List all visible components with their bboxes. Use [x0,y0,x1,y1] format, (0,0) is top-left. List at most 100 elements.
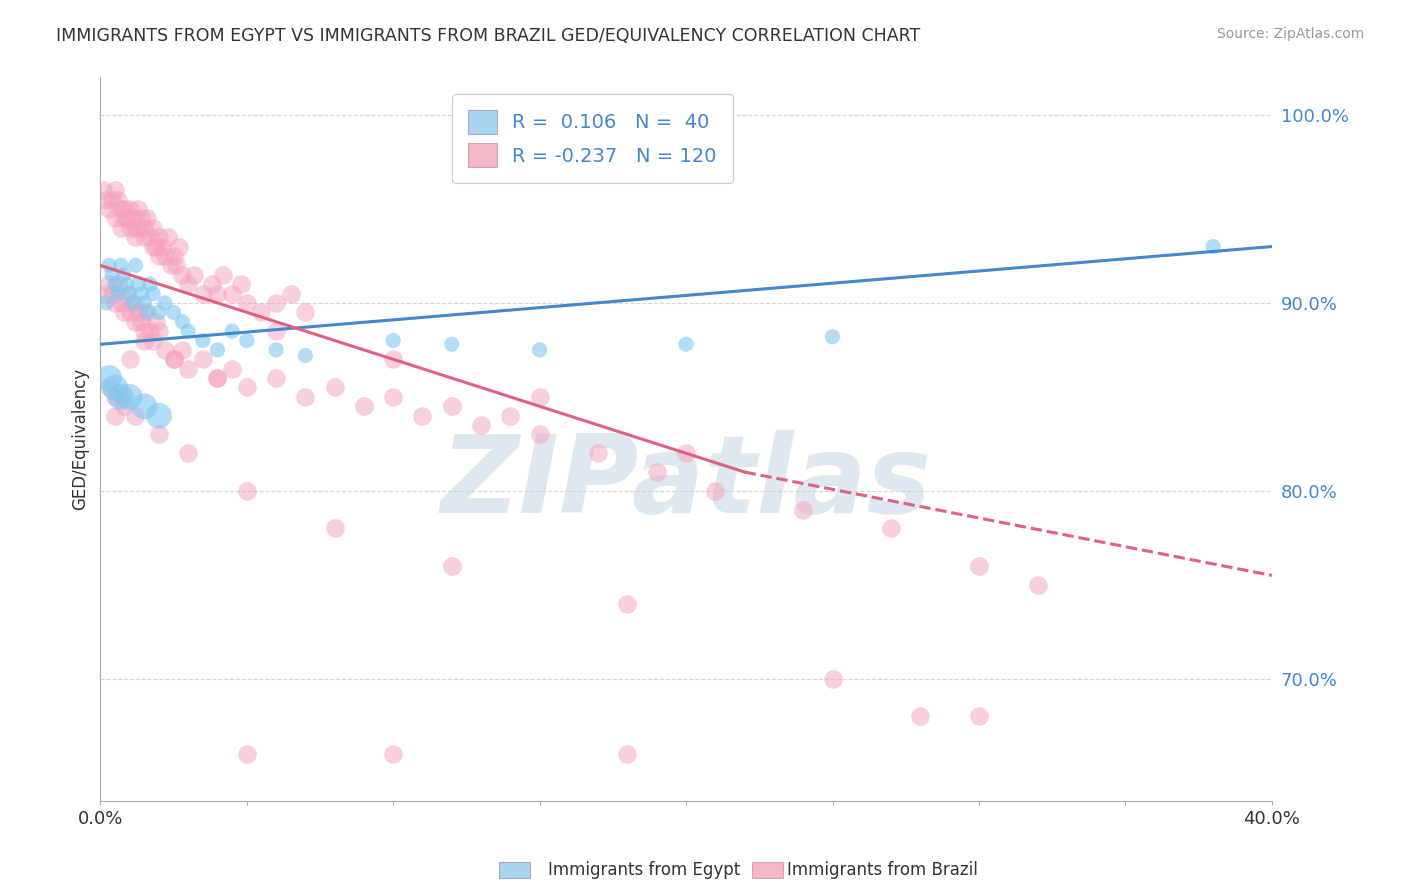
Point [675,446,697,460]
Point [98,202,121,216]
Point [98,380,121,394]
Point [134,399,156,413]
Point [207,343,229,357]
Point [118,202,141,216]
Point [382,747,405,761]
Point [967,709,990,723]
Point [101,268,124,282]
Point [136,305,159,319]
Point [264,371,287,385]
Legend: R =  0.106   N =  40, R = -0.237   N = 120: R = 0.106 N = 40, R = -0.237 N = 120 [453,95,733,183]
Text: ZIPatlas: ZIPatlas [440,430,932,535]
Text: IMMIGRANTS FROM EGYPT VS IMMIGRANTS FROM BRAZIL GED/EQUIVALENCY CORRELATION CHAR: IMMIGRANTS FROM EGYPT VS IMMIGRANTS FROM… [56,27,921,45]
Point [153,343,176,357]
Point [645,465,668,479]
Point [382,334,405,348]
Point [124,258,146,272]
Point [104,380,127,394]
Point [96,193,118,207]
Point [207,286,229,301]
Point [142,286,165,301]
Point [104,390,127,404]
Point [148,249,170,263]
Point [142,220,165,235]
Point [118,220,141,235]
Point [177,361,200,376]
Point [124,409,146,423]
Point [107,286,129,301]
Point [529,343,551,357]
Point [134,230,156,244]
Point [162,249,184,263]
Point [236,296,259,310]
Point [191,334,214,348]
Point [156,230,179,244]
Point [201,277,224,292]
Point [148,324,170,338]
Point [236,334,259,348]
Point [112,305,135,319]
Point [264,343,287,357]
Point [104,183,127,197]
Point [121,211,143,226]
Point [910,709,932,723]
Point [104,211,127,226]
Point [96,286,118,301]
Point [792,502,814,516]
Point [207,371,229,385]
Point [411,409,433,423]
Point [191,352,214,367]
Point [440,559,463,574]
Point [115,277,138,292]
Point [134,220,156,235]
Point [101,193,124,207]
Point [675,337,697,351]
Point [110,220,132,235]
Point [294,305,316,319]
Point [134,296,156,310]
Point [323,521,346,535]
Point [499,409,522,423]
Point [112,399,135,413]
Point [177,277,200,292]
Point [131,286,153,301]
Point [162,352,184,367]
Point [110,296,132,310]
Point [145,239,167,253]
Point [967,559,990,574]
Point [131,211,153,226]
Point [115,286,138,301]
Point [323,380,346,394]
Point [529,390,551,404]
Point [616,747,638,761]
Text: Immigrants from Egypt: Immigrants from Egypt [548,861,741,879]
Point [104,409,127,423]
Point [91,183,114,197]
Point [177,446,200,460]
Point [250,305,273,319]
Point [142,239,165,253]
Point [110,202,132,216]
Point [124,220,146,235]
Point [110,258,132,272]
Point [172,343,194,357]
Point [704,483,727,498]
Point [127,220,149,235]
Point [112,211,135,226]
Point [118,390,141,404]
Point [440,337,463,351]
Point [280,286,302,301]
Point [107,277,129,292]
Point [166,258,188,272]
Point [148,427,170,442]
Point [115,211,138,226]
Point [529,427,551,442]
Point [294,349,316,363]
Point [229,277,252,292]
Point [382,390,405,404]
Point [142,334,165,348]
Point [1202,239,1225,253]
Point [821,330,844,344]
Point [124,230,146,244]
Point [207,371,229,385]
